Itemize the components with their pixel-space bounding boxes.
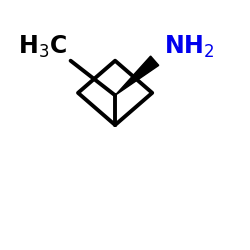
- Polygon shape: [115, 56, 159, 95]
- Text: H$_3$C: H$_3$C: [18, 34, 67, 60]
- Text: NH$_2$: NH$_2$: [164, 34, 214, 60]
